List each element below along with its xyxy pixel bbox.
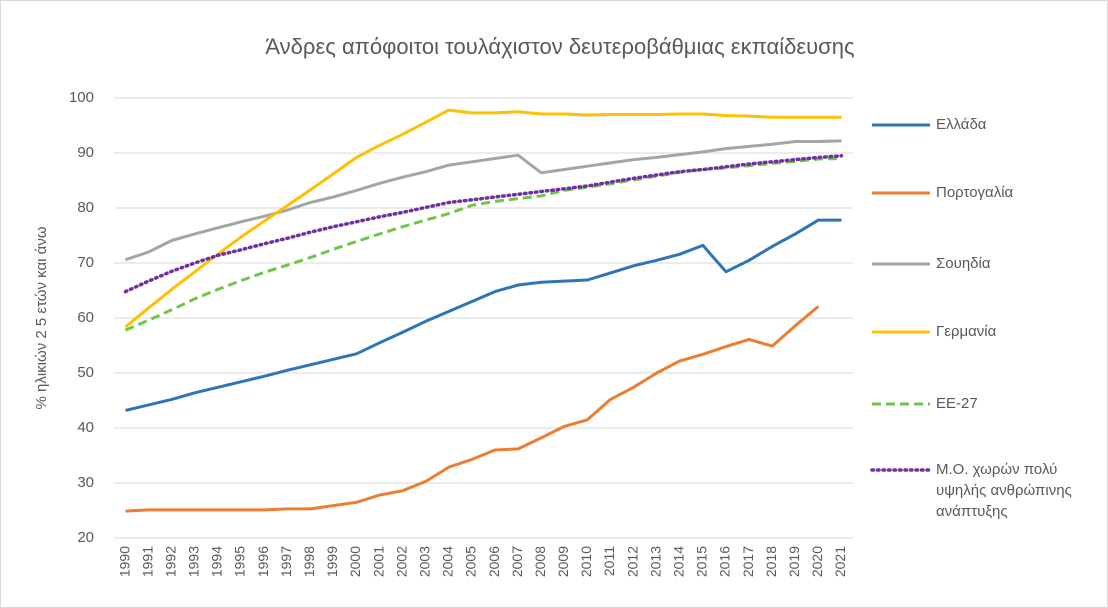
y-tick-label: 90 (77, 144, 94, 161)
x-tick-label: 2004 (440, 546, 456, 577)
x-tick-label: 1997 (278, 546, 294, 577)
x-tick-label: 2016 (717, 546, 733, 577)
legend-item: ΕΕ-27 (936, 395, 978, 412)
x-tick-label: 2009 (555, 546, 571, 577)
y-tick-label: 30 (77, 474, 94, 491)
x-tick-label: 2012 (624, 546, 640, 577)
y-tick-label: 20 (77, 529, 94, 546)
y-tick-label: 40 (77, 419, 94, 436)
chart-title: Άνδρες απόφοιτοι τουλάχιστον δευτεροβάθμ… (265, 34, 854, 59)
legend-label: ΕΕ-27 (936, 395, 978, 412)
legend-label: Πορτογαλία (936, 184, 1014, 201)
x-tick-label: 2002 (393, 546, 409, 577)
y-tick-label: 60 (77, 309, 94, 326)
series-line (125, 305, 820, 513)
y-axis-label: % ηλικιών 2 5 ετών και άνω (33, 226, 50, 409)
x-tick-label: 2014 (671, 546, 687, 577)
legend-item: Πορτογαλία (936, 184, 1014, 201)
y-tick-label: 80 (77, 199, 94, 216)
legend-item: Μ.Ο. χωρών πολύ υψηλής ανθρώπινης ανάπτυ… (936, 461, 1072, 520)
x-tick-label: 2011 (601, 546, 617, 576)
x-tick-label: 2003 (416, 546, 432, 577)
x-tick-label: 1996 (255, 546, 271, 577)
x-tick-label: 2017 (740, 546, 756, 577)
x-tick-label: 2008 (532, 546, 548, 577)
series-line (123, 154, 844, 294)
y-tick-label: 100 (69, 89, 94, 106)
x-tick-label: 1998 (301, 546, 317, 577)
y-tick-label: 70 (77, 254, 94, 271)
x-tick-label: 2021 (832, 546, 848, 577)
legend-item: Σουηδία (936, 255, 991, 272)
legend-label: Σουηδία (936, 255, 991, 272)
x-tick-label: 1990 (116, 546, 132, 577)
x-tick-label: 2010 (578, 546, 594, 577)
x-tick-label: 2005 (463, 546, 479, 577)
x-tick-label: 2007 (509, 546, 525, 577)
series-line (125, 139, 842, 262)
legend-label: Μ.Ο. χωρών πολύ υψηλής ανθρώπινης ανάπτυ… (936, 461, 1072, 520)
x-tick-label: 1991 (139, 546, 155, 577)
x-tick-label: 2018 (763, 546, 779, 577)
x-tick-label: 2013 (647, 546, 663, 577)
x-tick-label: 2020 (809, 546, 825, 577)
x-tick-label: 2001 (370, 546, 386, 577)
x-tick-label: 2000 (347, 546, 363, 577)
x-tick-label: 2015 (694, 546, 710, 577)
y-tick-label: 50 (77, 364, 94, 381)
legend-item: Γερμανία (936, 323, 997, 340)
x-tick-label: 2006 (486, 546, 502, 577)
x-tick-label: 1992 (162, 546, 178, 577)
x-tick-label: 2019 (786, 546, 802, 577)
legend-label: Ελλάδα (936, 116, 987, 133)
x-tick-label: 1999 (324, 546, 340, 577)
legend-label: Γερμανία (936, 323, 997, 340)
series-line (124, 108, 842, 328)
x-tick-label: 1993 (186, 546, 202, 577)
x-tick-label: 1994 (209, 546, 225, 577)
series-line (125, 218, 842, 412)
x-tick-label: 1995 (232, 546, 248, 577)
legend-item: Ελλάδα (936, 116, 987, 133)
